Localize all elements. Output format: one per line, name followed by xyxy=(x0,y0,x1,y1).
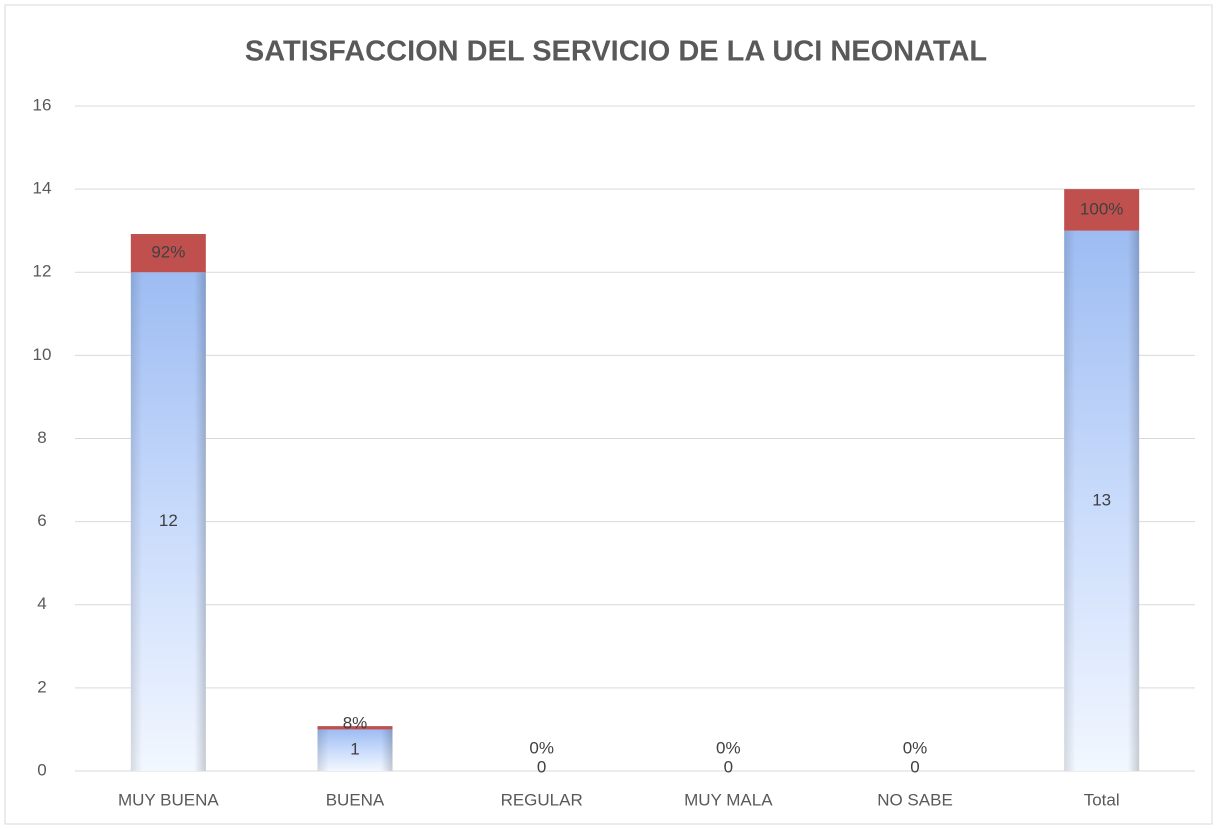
x-tick-label: NO SABE xyxy=(877,790,953,809)
x-tick-label: MUY BUENA xyxy=(118,790,219,809)
bar-shade xyxy=(317,729,393,771)
y-tick-label: 0 xyxy=(37,760,46,779)
data-label: 12 xyxy=(159,511,178,530)
x-tick-label: MUY MALA xyxy=(684,790,773,809)
y-tick-label: 2 xyxy=(37,677,46,696)
bar-shade xyxy=(1064,230,1140,771)
bar-segment xyxy=(1064,189,1140,231)
data-label: 13 xyxy=(1092,490,1111,509)
data-label: 8% xyxy=(343,714,368,733)
bar-segment xyxy=(317,726,393,730)
data-label: 0 xyxy=(910,757,919,776)
bar-segment xyxy=(130,234,206,273)
x-tick-label: Total xyxy=(1084,790,1120,809)
y-tick-label: 14 xyxy=(33,179,52,198)
data-label: 0 xyxy=(537,757,546,776)
data-label: 0% xyxy=(529,738,554,757)
bar-shade xyxy=(130,272,206,771)
data-label: 0% xyxy=(716,738,741,757)
y-tick-label: 12 xyxy=(33,262,52,281)
data-label: 0 xyxy=(724,757,733,776)
x-tick-label: REGULAR xyxy=(501,790,583,809)
data-label: 92% xyxy=(151,243,185,262)
y-tick-label: 4 xyxy=(37,594,46,613)
y-tick-label: 10 xyxy=(33,345,52,364)
y-tick-label: 8 xyxy=(37,428,46,447)
y-tick-label: 16 xyxy=(33,95,52,114)
y-tick-label: 6 xyxy=(37,511,46,530)
data-label: 100% xyxy=(1080,199,1123,218)
data-label: 1 xyxy=(350,740,359,759)
x-tick-label: BUENA xyxy=(326,790,385,809)
chart-title: SATISFACCION DEL SERVICIO DE LA UCI NEON… xyxy=(245,36,987,68)
data-label: 0% xyxy=(903,738,928,757)
